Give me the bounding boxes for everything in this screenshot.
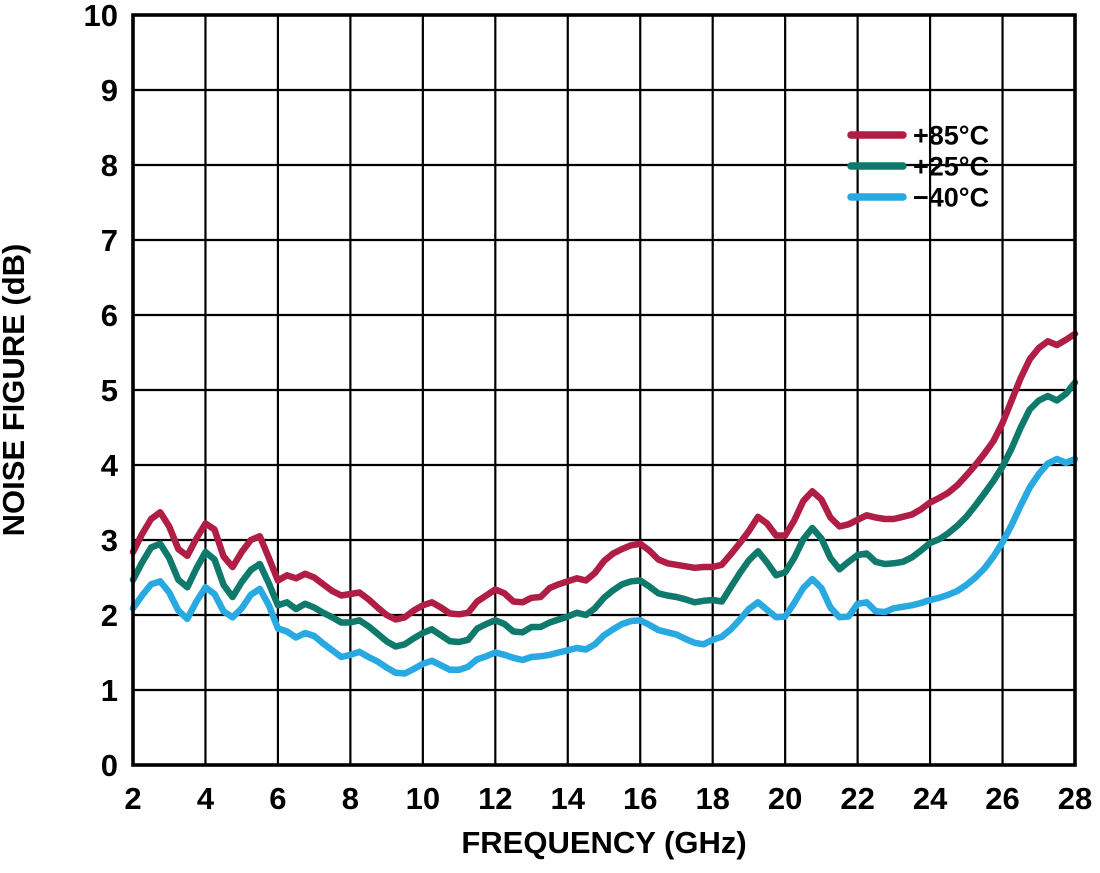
y-tick-label: 2 — [101, 598, 118, 633]
x-tick-label: 16 — [623, 781, 657, 816]
y-tick-label: 10 — [84, 0, 118, 33]
y-tick-label: 8 — [101, 148, 118, 183]
y-tick-label: 0 — [101, 748, 118, 783]
x-tick-label: 14 — [551, 781, 586, 816]
x-axis-title: FREQUENCY (GHz) — [461, 825, 746, 860]
x-tick-label: 22 — [840, 781, 874, 816]
legend-label-−40°C: −40°C — [913, 183, 989, 213]
x-tick-label: 24 — [913, 781, 948, 816]
y-tick-label: 5 — [101, 373, 118, 408]
y-tick-label: 1 — [101, 673, 118, 708]
y-axis-title: NOISE FIGURE (dB) — [0, 244, 31, 537]
y-tick-label: 6 — [101, 298, 118, 333]
x-tick-label: 28 — [1058, 781, 1092, 816]
x-tick-label: 2 — [124, 781, 141, 816]
x-tick-label: 4 — [197, 781, 215, 816]
y-tick-label: 9 — [101, 73, 118, 108]
series-line-−40°C — [129, 455, 1079, 677]
x-tick-label: 12 — [478, 781, 512, 816]
legend-label-+25°C: +25°C — [913, 152, 989, 182]
x-tick-label: 18 — [695, 781, 729, 816]
x-tick-label: 10 — [406, 781, 440, 816]
plot-border — [131, 13, 1077, 767]
series-line-+85°C — [129, 330, 1079, 623]
y-tick-label: 4 — [101, 448, 119, 483]
x-tick-label: 26 — [985, 781, 1019, 816]
x-tick-label: 20 — [768, 781, 802, 816]
x-tick-label: 8 — [342, 781, 359, 816]
x-tick-label: 6 — [269, 781, 286, 816]
legend-label-+85°C: +85°C — [913, 121, 989, 151]
y-tick-label: 7 — [101, 223, 118, 258]
series-line-+25°C — [129, 379, 1079, 650]
y-tick-label: 3 — [101, 523, 118, 558]
